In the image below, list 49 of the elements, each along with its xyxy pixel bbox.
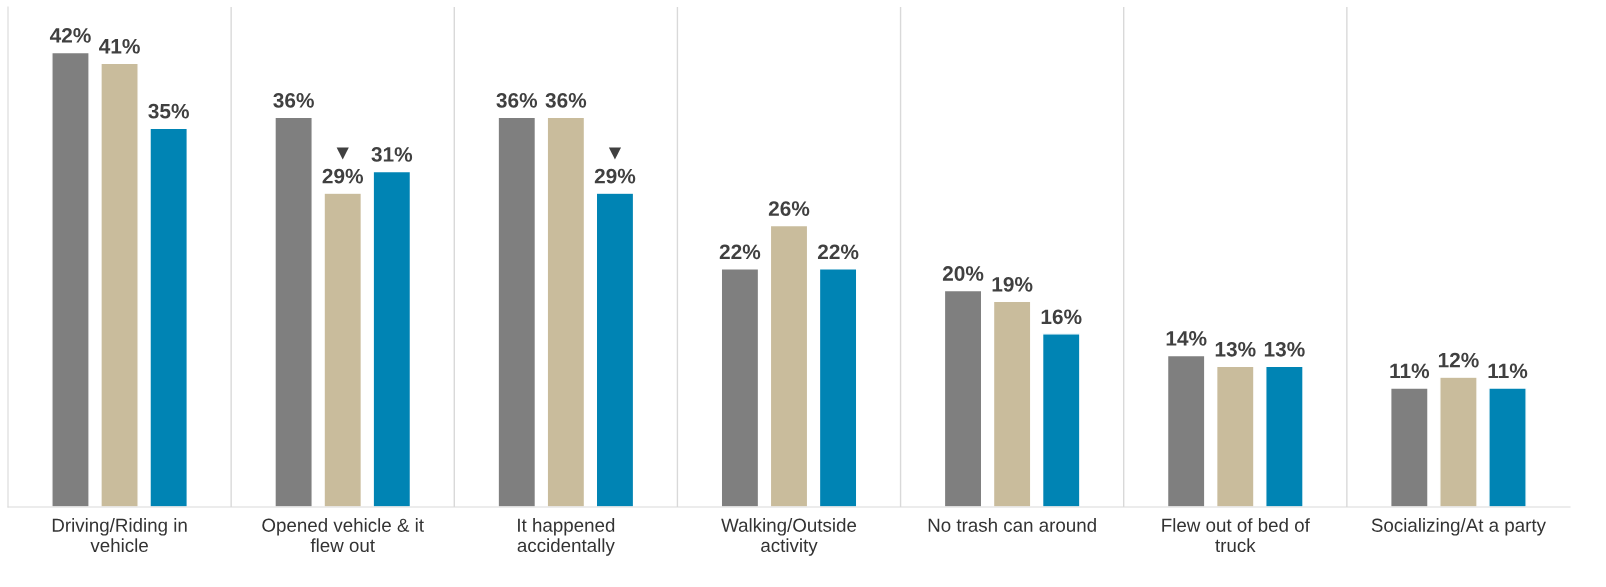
data-label: 14% [1166,331,1207,346]
data-label: 26% [768,201,810,216]
data-label: 13% [1264,341,1305,357]
bar [51,51,90,507]
bar [943,289,983,507]
data-label: 20% [942,266,984,281]
bar [818,268,858,507]
data-label: 12% [1438,352,1479,368]
bar [720,268,760,507]
data-label: 31% [371,147,413,162]
data-label: 11% [1390,363,1430,379]
x-tick-label: No trash can around [928,518,1096,532]
data-label: 41% [99,38,140,54]
bar [1166,354,1206,507]
data-label: ▼ 29% [322,147,364,184]
bar [274,116,313,507]
bar [1215,365,1255,507]
bar [992,300,1032,507]
bar [100,62,139,507]
bar [595,192,635,507]
data-label: 11% [1488,363,1528,379]
bar [372,170,412,507]
x-tick-label: Driving/Riding in vehicle [52,518,187,553]
bar [149,127,188,507]
bar [1439,376,1478,507]
bar [769,224,809,507]
data-label: 22% [817,244,859,260]
x-tick-label: Opened vehicle & it flew out [262,518,424,553]
data-label: 35% [148,103,189,119]
data-label: 36% [545,92,587,108]
bar [546,116,586,507]
data-label: 22% [719,244,761,260]
x-tick-label: It happened accidentally [517,518,615,556]
bar [323,192,363,507]
data-label: 16% [1041,309,1082,325]
data-label: 19% [992,276,1033,292]
data-label: 42% [49,28,91,43]
bar [1488,387,1527,507]
x-tick-label: Socializing/At a party [1371,518,1546,536]
bar [1265,365,1304,507]
data-label: 36% [496,92,538,108]
data-label: ▼ 29% [594,147,636,184]
bar [497,116,537,507]
bar [1041,333,1081,507]
x-tick-label: Flew out of bed of truck [1162,518,1310,553]
data-label: 36% [273,92,314,108]
x-tick-label: Walking/Outside activity [721,518,857,556]
data-label: 13% [1215,341,1256,357]
bar [1390,387,1429,507]
